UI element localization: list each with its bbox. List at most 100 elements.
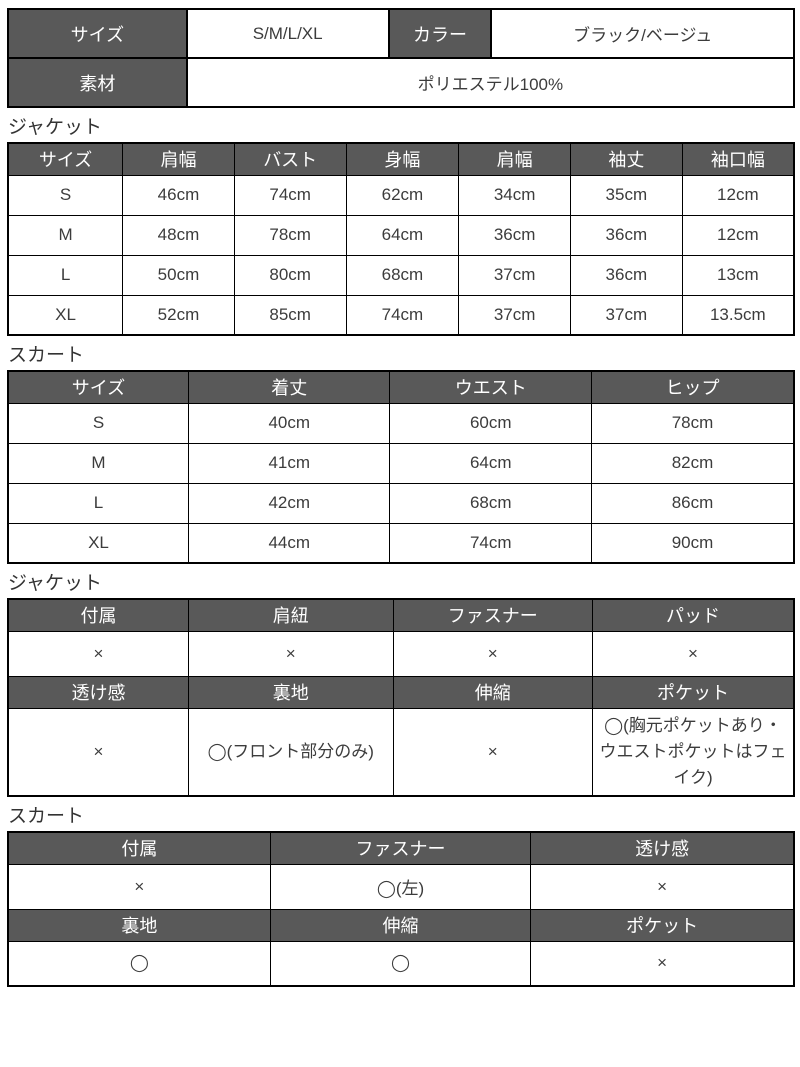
column-header: パッド [591, 598, 795, 632]
column-header: 身幅 [345, 142, 460, 176]
size-label-cell: サイズ [7, 8, 188, 59]
table-row: × ◯(左) × [7, 863, 795, 910]
measure-cell: 68cm [389, 482, 592, 524]
measure-cell: 37cm [458, 294, 571, 336]
measure-cell: 64cm [389, 442, 592, 484]
measure-cell: 80cm [233, 254, 347, 296]
table-header-row: 付属 肩紐 ファスナー パッド [7, 598, 795, 632]
flag-cell: × [7, 630, 189, 677]
measure-cell: 60cm [389, 402, 592, 444]
measure-cell: 86cm [590, 482, 795, 524]
column-header: ウエスト [389, 370, 592, 404]
column-header: ヒップ [590, 370, 795, 404]
column-header: ポケット [591, 675, 795, 709]
measure-cell: 74cm [389, 522, 592, 564]
size-cell: XL [7, 522, 189, 564]
table-row: ◯ ◯ × [7, 940, 795, 987]
column-header: 透け感 [530, 831, 795, 865]
color-value-cell: ブラック/ベージュ [490, 8, 795, 59]
column-header: 付属 [7, 831, 271, 865]
color-label-cell: カラー [387, 8, 493, 59]
measure-cell: 82cm [590, 442, 795, 484]
column-header: ファスナー [392, 598, 593, 632]
table-row: × ◯(フロント部分のみ) × ◯(胸元ポケットあり・ウエストポケットはフェイク… [7, 707, 795, 797]
column-header: 肩紐 [188, 598, 394, 632]
column-header: ファスナー [269, 831, 532, 865]
product-summary-table: サイズ S/M/L/XL カラー ブラック/ベージュ 素材 ポリエステル100% [7, 8, 796, 108]
column-header: 袖口幅 [681, 142, 795, 176]
jacket-detail-table: 付属 肩紐 ファスナー パッド × × × × 透け感 裏地 伸縮 ポケット ×… [7, 598, 795, 797]
table-row: サイズ S/M/L/XL カラー ブラック/ベージュ [7, 8, 795, 59]
column-header: サイズ [7, 142, 124, 176]
table-row: S 40cm 60cm 78cm [7, 402, 795, 444]
flag-cell: × [188, 630, 394, 677]
size-value-cell: S/M/L/XL [185, 8, 390, 59]
measure-cell: 74cm [345, 294, 460, 336]
measure-cell: 42cm [187, 482, 391, 524]
table-header-row: 透け感 裏地 伸縮 ポケット [7, 675, 795, 709]
table-header-row: サイズ 着丈 ウエスト ヒップ [7, 370, 795, 404]
column-header: 肩幅 [458, 142, 571, 176]
column-header: 伸縮 [392, 675, 593, 709]
flag-cell: × [530, 940, 795, 987]
size-cell: S [7, 402, 189, 444]
flag-cell: × [392, 707, 593, 797]
measure-cell: 35cm [569, 174, 683, 216]
column-header: ポケット [530, 908, 795, 942]
measure-cell: 50cm [122, 254, 235, 296]
flag-cell: × [591, 630, 795, 677]
column-header: 裏地 [7, 908, 271, 942]
measure-cell: 78cm [233, 214, 347, 256]
column-header: バスト [233, 142, 347, 176]
measure-cell: 37cm [569, 294, 683, 336]
flag-cell: ◯(胸元ポケットあり・ウエストポケットはフェイク) [591, 707, 795, 797]
measure-cell: 13.5cm [681, 294, 795, 336]
material-value-cell: ポリエステル100% [185, 57, 796, 108]
measure-cell: 40cm [187, 402, 391, 444]
table-row: L 42cm 68cm 86cm [7, 482, 795, 524]
measure-cell: 36cm [458, 214, 571, 256]
column-header: 透け感 [7, 675, 189, 709]
measure-cell: 36cm [569, 214, 683, 256]
size-cell: L [7, 254, 124, 296]
table-row: S 46cm 74cm 62cm 34cm 35cm 12cm [7, 174, 795, 216]
measure-cell: 74cm [233, 174, 347, 216]
measure-cell: 85cm [233, 294, 347, 336]
measure-cell: 12cm [681, 214, 795, 256]
measure-cell: 52cm [122, 294, 235, 336]
size-cell: XL [7, 294, 124, 336]
measure-cell: 37cm [458, 254, 571, 296]
measure-cell: 62cm [345, 174, 460, 216]
table-row: M 48cm 78cm 64cm 36cm 36cm 12cm [7, 214, 795, 256]
skirt-detail-table: 付属 ファスナー 透け感 × ◯(左) × 裏地 伸縮 ポケット ◯ ◯ × [7, 831, 795, 987]
spec-sheet-page: サイズ S/M/L/XL カラー ブラック/ベージュ 素材 ポリエステル100%… [7, 8, 796, 987]
column-header: サイズ [7, 370, 189, 404]
table-row: XL 52cm 85cm 74cm 37cm 37cm 13.5cm [7, 294, 795, 336]
flag-cell: × [7, 707, 189, 797]
flag-cell: ◯(フロント部分のみ) [188, 707, 394, 797]
measure-cell: 13cm [681, 254, 795, 296]
flag-cell: ◯(左) [269, 863, 532, 910]
flag-cell: × [392, 630, 593, 677]
size-cell: S [7, 174, 124, 216]
flag-cell: ◯ [269, 940, 532, 987]
table-row: M 41cm 64cm 82cm [7, 442, 795, 484]
flag-cell: ◯ [7, 940, 271, 987]
section-label-jacket-detail: ジャケット [8, 573, 103, 594]
flag-cell: × [7, 863, 271, 910]
jacket-size-table: サイズ 肩幅 バスト 身幅 肩幅 袖丈 袖口幅 S 46cm 74cm 62cm… [7, 142, 795, 336]
table-header-row: 裏地 伸縮 ポケット [7, 908, 795, 942]
measure-cell: 46cm [122, 174, 235, 216]
section-label-skirt-size: スカート [8, 345, 85, 366]
measure-cell: 48cm [122, 214, 235, 256]
table-header-row: 付属 ファスナー 透け感 [7, 831, 795, 865]
table-row: × × × × [7, 630, 795, 677]
column-header: 袖丈 [569, 142, 683, 176]
column-header: 着丈 [187, 370, 391, 404]
table-row: XL 44cm 74cm 90cm [7, 522, 795, 564]
column-header: 肩幅 [122, 142, 235, 176]
measure-cell: 90cm [590, 522, 795, 564]
measure-cell: 78cm [590, 402, 795, 444]
flag-cell: × [530, 863, 795, 910]
section-label-skirt-detail: スカート [8, 806, 85, 827]
